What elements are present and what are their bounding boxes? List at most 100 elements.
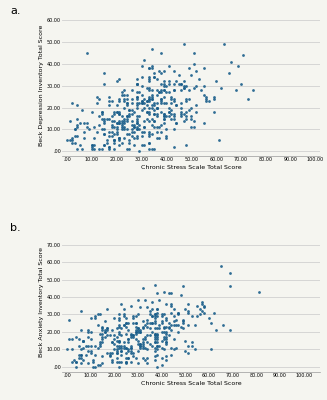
Point (109, 350, 114, 356)
Point (179, 80, 184, 87)
Point (75, 122, 80, 128)
Point (124, 113, 129, 120)
Point (138, 327, 143, 333)
Point (159, 109, 164, 115)
Point (166, 109, 172, 115)
Point (127, 111, 132, 117)
Point (164, 334, 169, 340)
Point (161, 87, 166, 93)
Point (179, 100, 184, 106)
Point (139, 106, 144, 113)
Point (75, 146, 80, 152)
Point (164, 339, 169, 346)
Point (154, 306, 160, 312)
Point (100, 353, 105, 360)
Point (139, 83, 144, 89)
Point (162, 336, 167, 342)
Point (228, 283, 233, 290)
Point (129, 118, 134, 124)
Point (138, 343, 143, 349)
Point (194, 109, 199, 115)
Point (186, 96, 191, 102)
Point (134, 135, 139, 141)
Point (83, 343, 88, 349)
Point (97, 311, 103, 318)
Point (95, 322, 100, 328)
Point (93, 313, 98, 319)
Point (173, 316, 179, 323)
Point (152, 336, 157, 342)
Point (136, 113, 142, 120)
Point (124, 130, 129, 137)
Point (166, 80, 172, 87)
Point (135, 325, 141, 332)
Point (159, 89, 164, 96)
Point (181, 316, 186, 323)
Point (107, 351, 112, 358)
Point (130, 332, 136, 338)
Point (124, 358, 129, 365)
Point (128, 332, 133, 338)
Point (189, 72, 194, 78)
Point (95, 344, 100, 351)
Point (117, 142, 122, 148)
Point (114, 124, 119, 130)
Point (90, 356, 95, 363)
Point (185, 308, 190, 314)
Point (157, 343, 162, 349)
Point (109, 98, 114, 104)
Point (124, 344, 129, 351)
Point (164, 126, 169, 133)
Point (136, 126, 142, 133)
Point (139, 142, 144, 148)
Point (139, 74, 144, 80)
Point (211, 310, 216, 316)
Point (88, 348, 93, 354)
Point (102, 126, 107, 133)
Point (122, 104, 127, 111)
Point (146, 111, 152, 117)
Point (102, 329, 107, 335)
Point (114, 102, 119, 109)
Point (184, 115, 189, 122)
Point (129, 106, 134, 113)
Point (190, 313, 195, 319)
Point (107, 102, 112, 109)
Point (149, 63, 154, 69)
Point (92, 142, 97, 148)
Point (112, 139, 117, 146)
Point (130, 320, 136, 326)
Point (140, 325, 145, 332)
Point (154, 135, 159, 141)
Point (151, 106, 157, 113)
Point (117, 120, 122, 126)
Point (194, 67, 199, 74)
Point (202, 310, 207, 316)
Point (178, 324, 183, 330)
Point (116, 330, 122, 337)
Point (107, 94, 112, 100)
Point (133, 329, 138, 335)
Point (151, 118, 157, 124)
Point (154, 330, 160, 337)
Point (176, 311, 181, 318)
Point (181, 118, 186, 124)
Point (128, 330, 133, 337)
Point (171, 113, 177, 120)
Point (138, 341, 143, 347)
Point (116, 322, 122, 328)
Point (74, 334, 79, 340)
Point (161, 113, 166, 120)
Point (124, 96, 129, 102)
Point (116, 343, 122, 349)
Point (138, 329, 143, 335)
Point (191, 85, 197, 91)
Point (109, 356, 114, 363)
Point (162, 324, 167, 330)
Point (129, 100, 134, 106)
Point (140, 355, 145, 361)
Point (151, 70, 157, 76)
Point (128, 343, 133, 349)
Point (156, 135, 162, 141)
Point (154, 334, 160, 340)
